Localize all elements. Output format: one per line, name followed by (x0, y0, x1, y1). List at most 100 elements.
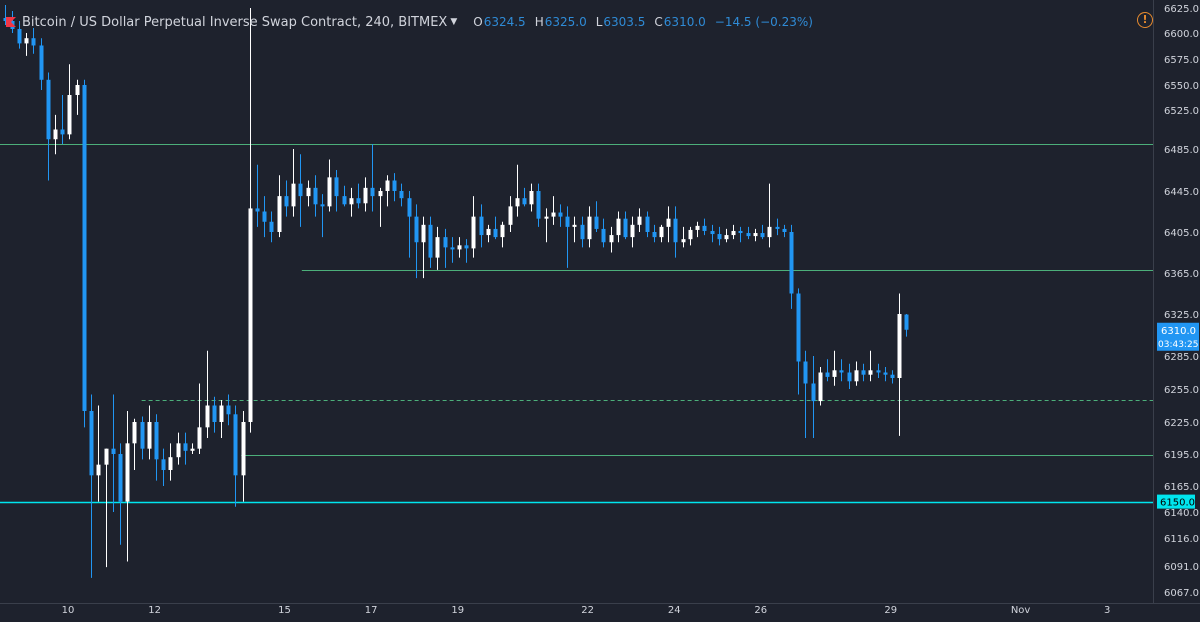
candle-down[interactable] (702, 218, 707, 236)
candle-down[interactable] (392, 173, 397, 202)
candle-up[interactable] (248, 8, 253, 433)
candle-down[interactable] (717, 226, 722, 246)
candle-down[interactable] (414, 204, 419, 279)
candle-down[interactable] (536, 183, 541, 227)
candle-up[interactable] (681, 226, 686, 248)
candle-down[interactable] (623, 211, 628, 240)
candle-down[interactable] (334, 170, 339, 212)
candle-up[interactable] (241, 411, 246, 502)
candle-down[interactable] (493, 216, 498, 240)
candle-up[interactable] (724, 228, 729, 243)
candle-down[interactable] (370, 144, 375, 212)
candle-down[interactable] (233, 405, 238, 507)
candle-down[interactable] (118, 443, 123, 545)
candle-up[interactable] (457, 237, 462, 258)
candle-up[interactable] (147, 405, 152, 460)
candle-up[interactable] (767, 183, 772, 248)
candle-down[interactable] (904, 314, 909, 337)
candle-down[interactable] (31, 28, 36, 54)
candle-down[interactable] (298, 154, 303, 227)
candle-down[interactable] (111, 394, 116, 513)
candle-down[interactable] (890, 370, 895, 384)
candle-up[interactable] (349, 187, 354, 217)
candle-up[interactable] (435, 226, 440, 270)
candle-up[interactable] (637, 208, 642, 232)
candle-up[interactable] (96, 405, 101, 502)
candle-up[interactable] (695, 221, 700, 238)
candle-down[interactable] (883, 367, 888, 382)
candle-down[interactable] (876, 363, 881, 378)
candle-down[interactable] (183, 432, 188, 465)
candle-down[interactable] (428, 216, 433, 268)
candle-down[interactable] (839, 359, 844, 382)
candle-up[interactable] (168, 443, 173, 481)
candle-down[interactable] (479, 204, 484, 248)
candle-down[interactable] (775, 218, 780, 236)
candle-up[interactable] (363, 177, 368, 212)
candle-down[interactable] (861, 363, 866, 382)
candle-down[interactable] (320, 194, 325, 238)
candle-down[interactable] (17, 21, 22, 49)
candle-down[interactable] (760, 224, 765, 240)
current-price-label-bg[interactable] (1157, 322, 1199, 351)
candle-down[interactable] (39, 38, 44, 90)
candle-up[interactable] (421, 216, 426, 279)
candle-down[interactable] (565, 206, 570, 268)
candle-up[interactable] (327, 159, 332, 212)
candle-up[interactable] (277, 175, 282, 238)
candle-up[interactable] (666, 206, 671, 243)
candle-down[interactable] (255, 164, 260, 227)
candle-down[interactable] (407, 191, 412, 258)
candle-down[interactable] (825, 359, 830, 382)
warning-circle-icon[interactable]: ! (1137, 12, 1153, 28)
candle-down[interactable] (140, 416, 145, 460)
candle-up[interactable] (659, 224, 664, 243)
candle-up[interactable] (385, 175, 390, 207)
candle-down[interactable] (284, 180, 289, 217)
candle-up[interactable] (572, 216, 577, 243)
chevron-down-icon[interactable]: ▼ (450, 17, 458, 27)
candle-down[interactable] (313, 175, 318, 217)
candle-down[interactable] (342, 185, 347, 207)
symbol-title[interactable]: Bitcoin / US Dollar Perpetual Inverse Sw… (22, 14, 448, 30)
candle-up[interactable] (471, 196, 476, 258)
candle-down[interactable] (738, 226, 743, 243)
level-price-label-bg[interactable] (1157, 494, 1195, 509)
candle-down[interactable] (450, 237, 455, 263)
candle-up[interactable] (291, 149, 296, 217)
candle-up[interactable] (75, 79, 80, 115)
candle-down[interactable] (746, 226, 751, 240)
candle-down[interactable] (212, 396, 217, 433)
candle-up[interactable] (508, 196, 513, 232)
candle-down[interactable] (710, 224, 715, 243)
candle-down[interactable] (789, 224, 794, 309)
candle-up[interactable] (378, 187, 383, 227)
candle-up[interactable] (53, 114, 58, 155)
candle-down[interactable] (796, 288, 801, 395)
candle-down[interactable] (161, 448, 166, 486)
candle-down[interactable] (154, 414, 159, 481)
candle-up[interactable] (544, 208, 549, 243)
candle-up[interactable] (731, 224, 736, 240)
candle-up[interactable] (132, 418, 137, 470)
candle-up[interactable] (854, 361, 859, 386)
candle-down[interactable] (847, 363, 852, 389)
candle-down[interactable] (558, 204, 563, 227)
candle-down[interactable] (782, 224, 787, 238)
red-flag-icon[interactable] (6, 17, 16, 27)
candle-up[interactable] (515, 164, 520, 217)
candle-down[interactable] (356, 183, 361, 209)
candle-down[interactable] (803, 350, 808, 438)
candle-down[interactable] (89, 394, 94, 578)
candle-down[interactable] (60, 95, 65, 145)
candle-up[interactable] (688, 226, 693, 246)
candle-down[interactable] (594, 201, 599, 232)
candle-up[interactable] (306, 180, 311, 207)
candle-down[interactable] (601, 218, 606, 248)
candle-up[interactable] (551, 196, 556, 225)
candle-down[interactable] (811, 356, 816, 438)
candle-up[interactable] (24, 33, 29, 56)
candle-up[interactable] (219, 400, 224, 438)
